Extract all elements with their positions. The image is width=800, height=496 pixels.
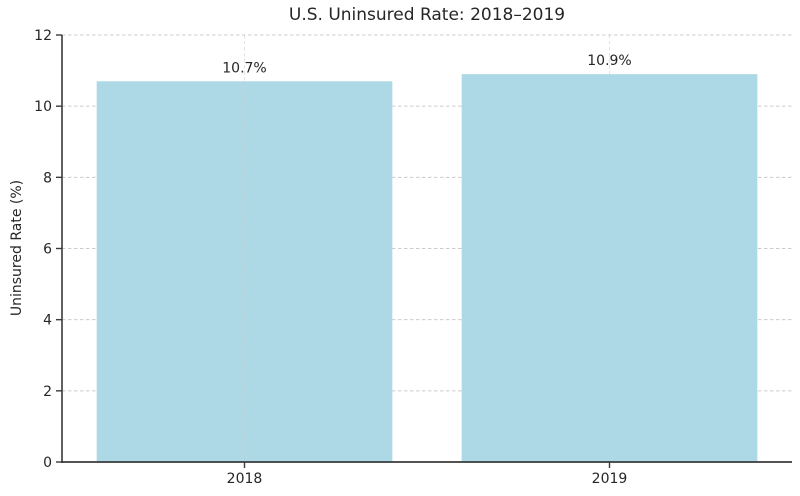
y-tick-label-2: 2 — [43, 384, 52, 400]
bar-value-label-2019: 10.9% — [587, 53, 631, 69]
x-tick-label-2018: 2018 — [227, 471, 263, 487]
y-tick-label-0: 0 — [43, 455, 52, 471]
x-tick-label-2019: 2019 — [592, 471, 628, 487]
y-tick-label-4: 4 — [43, 313, 52, 329]
y-tick-label-10: 10 — [34, 99, 52, 115]
y-tick-label-12: 12 — [34, 28, 52, 44]
bar-value-label-2018: 10.7% — [222, 60, 266, 76]
y-tick-label-8: 8 — [43, 170, 52, 186]
chart-title: U.S. Uninsured Rate: 2018–2019 — [288, 5, 566, 25]
y-tick-label-6: 6 — [43, 242, 52, 258]
